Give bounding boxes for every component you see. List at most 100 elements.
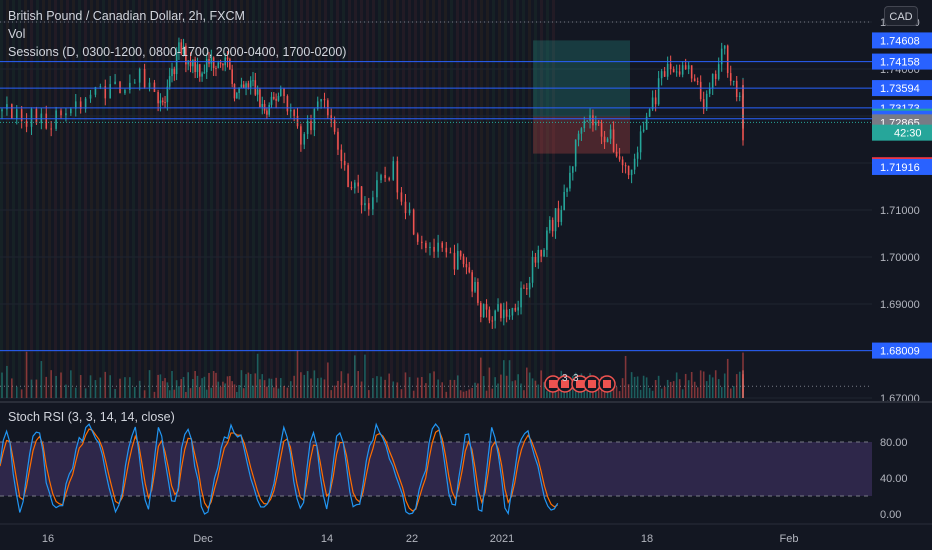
- session-stripe: [540, 0, 543, 398]
- session-stripe: [54, 0, 57, 398]
- candle-body: [343, 161, 346, 166]
- session-stripe: [12, 0, 15, 398]
- candle-body: [263, 103, 266, 111]
- candle-body: [732, 80, 735, 82]
- position-target-zone[interactable]: [533, 40, 630, 117]
- candle-body: [157, 92, 159, 104]
- session-stripe: [60, 0, 63, 398]
- candle-body: [571, 166, 574, 173]
- price-axis-tick: 1.67000: [880, 393, 920, 405]
- candle-body: [479, 302, 482, 317]
- volume-bar: [104, 371, 107, 398]
- volume-bar: [296, 350, 299, 398]
- volume-bar: [367, 390, 370, 398]
- candle-body: [669, 63, 672, 70]
- volume-bar: [669, 381, 672, 398]
- stoch-rsi-label: Stoch RSI (3, 3, 14, 14, close): [8, 410, 175, 424]
- volume-bar: [198, 387, 201, 398]
- volume-bar: [275, 377, 277, 398]
- volume-bar: [261, 374, 264, 398]
- volume-bar: [630, 372, 633, 398]
- volume-bar: [168, 390, 171, 398]
- currency-button[interactable]: CAD: [884, 6, 918, 26]
- price-axis-tick: 1.70000: [880, 252, 920, 264]
- session-stripe: [192, 0, 195, 398]
- session-stripe: [456, 0, 459, 398]
- session-stripe: [294, 0, 297, 398]
- session-stripe: [384, 0, 387, 398]
- volume-bar: [259, 379, 261, 398]
- volume-bar: [148, 370, 151, 398]
- volume-bar: [222, 381, 224, 398]
- volume-bar: [133, 386, 136, 398]
- session-stripe: [216, 0, 219, 398]
- candle-body: [185, 45, 187, 65]
- session-stripe: [282, 0, 285, 398]
- candle-body: [672, 69, 675, 73]
- volume-bar: [720, 387, 723, 398]
- session-stripe: [78, 0, 81, 398]
- candle-body: [270, 96, 273, 105]
- session-stripe: [492, 0, 495, 398]
- volume-bar: [459, 390, 462, 398]
- volume-bar: [557, 386, 560, 398]
- candle-body: [340, 149, 343, 162]
- candle-body: [642, 129, 645, 132]
- candle-body: [286, 96, 289, 112]
- volume-bar: [25, 351, 28, 398]
- candle-body: [554, 208, 557, 232]
- candle-body: [65, 113, 67, 116]
- volume-bar: [660, 388, 663, 398]
- volume-bar: [627, 384, 630, 398]
- session-stripe: [468, 0, 471, 398]
- candle-body: [50, 128, 52, 130]
- candle-body: [266, 110, 268, 115]
- candle-body: [459, 251, 462, 257]
- volume-bar: [511, 381, 514, 398]
- candle-body: [143, 68, 146, 88]
- candle-body: [705, 93, 708, 109]
- volume-bar: [429, 373, 431, 398]
- session-stripe: [120, 0, 123, 398]
- volume-bar: [594, 388, 597, 398]
- volume-bar: [453, 379, 456, 398]
- candle-body: [261, 103, 264, 108]
- candle-body: [275, 98, 277, 101]
- candle-body: [468, 267, 471, 273]
- time-axis-tick: 16: [42, 533, 54, 545]
- volume-bar: [421, 377, 423, 398]
- candle-body: [525, 287, 528, 290]
- candle-body: [433, 246, 435, 252]
- volume-bar: [360, 381, 363, 398]
- session-stripe: [48, 0, 51, 398]
- volume-bar: [445, 391, 448, 398]
- volume-bar: [263, 380, 266, 398]
- volume-bar: [711, 377, 714, 398]
- session-stripe: [480, 0, 483, 398]
- candle-body: [462, 256, 465, 265]
- volume-bar: [268, 378, 270, 398]
- candle-body: [720, 48, 723, 65]
- volume-bar: [645, 377, 648, 398]
- candle-body: [114, 81, 116, 85]
- candle-body: [310, 121, 312, 131]
- volume-bar: [238, 384, 240, 398]
- candle-body: [249, 80, 252, 88]
- candle-body: [30, 108, 33, 127]
- candle-body: [1, 109, 3, 112]
- stoch-d-line: [0, 428, 558, 512]
- volume-bar: [618, 391, 621, 398]
- candle-body: [320, 99, 322, 102]
- volume-bar: [300, 372, 302, 398]
- volume-bar: [249, 373, 252, 398]
- candle-body: [277, 95, 280, 101]
- volume-bar: [437, 379, 439, 398]
- candle-body: [238, 87, 240, 93]
- volume-bar: [340, 371, 343, 398]
- candle-body: [20, 109, 23, 121]
- session-stripe: [504, 0, 507, 398]
- volume-bar: [212, 370, 215, 398]
- volume-bar: [675, 372, 678, 398]
